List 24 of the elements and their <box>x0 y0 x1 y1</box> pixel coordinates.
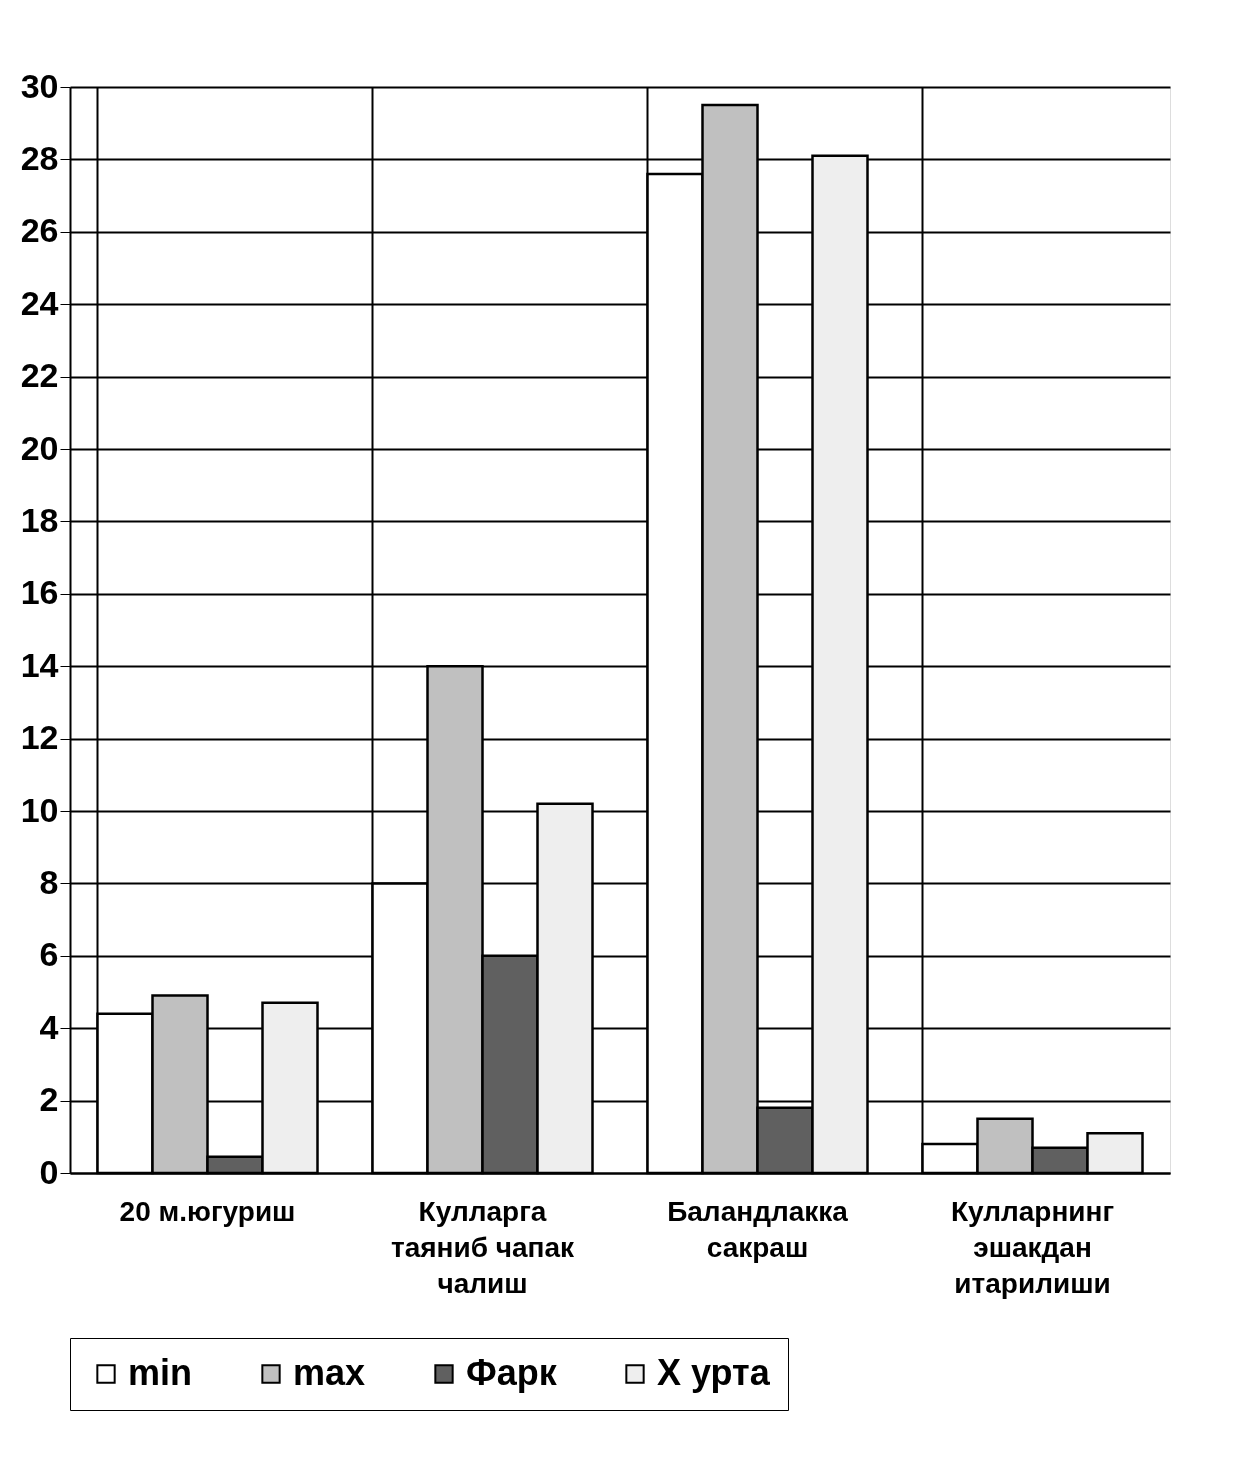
y-tick-label: 12 <box>20 718 59 757</box>
legend-label: max <box>293 1352 366 1393</box>
x-tick-label: Кулларга таяниб чапак чалиш <box>390 1195 576 1299</box>
legend-label: min <box>128 1352 193 1393</box>
y-tick-label: 10 <box>20 790 59 829</box>
y-tick-label: 4 <box>39 1007 59 1046</box>
y-tick-label: 14 <box>20 645 59 684</box>
x-tick-label: 20 м.югуриш <box>119 1195 296 1227</box>
y-tick-label: 8 <box>39 862 59 901</box>
y-tick-label: 26 <box>20 211 59 250</box>
y-tick-label: 20 <box>20 428 59 467</box>
y-tick-label: 22 <box>20 356 59 395</box>
y-tick-label: 2 <box>39 1080 59 1119</box>
x-tick-label: Баландлакка сакраш <box>667 1195 849 1263</box>
y-tick-label: 18 <box>20 500 59 539</box>
legend-label: X урта <box>657 1352 771 1393</box>
y-tick-label: 6 <box>39 935 59 974</box>
y-tick-label: 16 <box>20 573 59 612</box>
y-tick-label: 0 <box>39 1152 59 1191</box>
y-tick-label: 30 <box>20 66 59 105</box>
legend-label: Фарк <box>466 1352 558 1393</box>
y-tick-label: 28 <box>20 138 59 177</box>
x-tick-label: Кулларнинг эшакдан итарилиши <box>950 1195 1115 1299</box>
y-tick-label: 24 <box>20 283 59 322</box>
